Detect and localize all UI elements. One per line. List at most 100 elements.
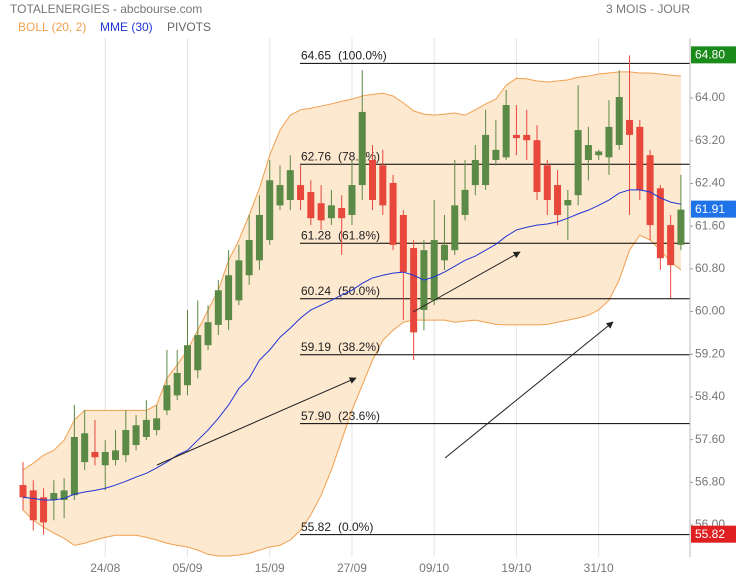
candle-body [29, 490, 37, 521]
candle-body [656, 188, 664, 259]
candle-body [440, 244, 448, 261]
pivot-label: 59.19 [301, 340, 331, 354]
y-tick-label: 62.40 [695, 176, 725, 190]
annotations [156, 251, 614, 466]
candle-body [91, 451, 99, 458]
candle-body [225, 275, 233, 321]
bollinger-upper [22, 71, 681, 471]
price-tag-label: 61.91 [695, 202, 725, 216]
legend-entry: MME (30) [100, 20, 153, 34]
candle-body [163, 385, 171, 411]
price-tag [691, 46, 736, 64]
candle-body [646, 155, 654, 226]
candle-body [338, 208, 346, 219]
candle-body [595, 151, 603, 156]
candle-body [667, 225, 675, 266]
candle-body [122, 430, 130, 456]
legend-entry: BOLL (20, 2) [18, 20, 86, 34]
bollinger-band [23, 71, 681, 557]
candle-body [286, 170, 294, 201]
candle-body [153, 418, 161, 431]
candle-body [348, 185, 356, 215]
candle-body [358, 111, 366, 186]
pivot-label: 55.82 [301, 520, 331, 534]
price-tag [691, 525, 736, 543]
y-tick-label: 59.20 [695, 346, 725, 360]
pivot-ratio: (100.0%) [338, 49, 387, 63]
candle-body [173, 372, 181, 396]
pivot-label: 60.24 [301, 284, 331, 298]
pivot-label: 64.65 [301, 49, 331, 63]
y-tick-label: 61.60 [695, 218, 725, 232]
price-tag-label: 64.80 [695, 48, 725, 62]
y-tick-label: 57.60 [695, 432, 725, 446]
candle-body [533, 140, 541, 193]
candle-body [50, 493, 58, 500]
candle-body [60, 490, 68, 500]
candle-body [19, 485, 27, 498]
x-tick-label: 31/10 [584, 561, 614, 575]
candle-body [245, 240, 253, 276]
candle-body [502, 105, 510, 158]
candle-body [369, 159, 377, 201]
candle-body [471, 159, 479, 186]
y-tick-label: 60.80 [695, 261, 725, 275]
candle-body [626, 119, 634, 135]
candle-body [410, 248, 418, 333]
pivot-label: 61.28 [301, 228, 331, 242]
x-tick-label: 05/09 [172, 561, 202, 575]
mme-line [22, 189, 682, 501]
x-tick-label: 27/09 [337, 561, 367, 575]
candle-body [636, 126, 644, 190]
candle-body [255, 214, 263, 261]
candle-body [461, 189, 469, 215]
price-tag [691, 200, 736, 218]
candle-body [132, 425, 140, 446]
candle-body [81, 433, 89, 463]
chart-title: TOTALENERGIES - abcbourse.com [10, 2, 202, 16]
candle-body [214, 290, 222, 325]
y-tick-label: 60.00 [695, 304, 725, 318]
candle-body [70, 437, 78, 496]
candle-body [183, 345, 191, 386]
arrow [412, 251, 521, 313]
candle-body [543, 165, 551, 201]
x-tick-label: 19/10 [501, 561, 531, 575]
candle-body [327, 205, 335, 219]
candle-body [564, 200, 572, 206]
candle-body [512, 134, 520, 139]
candle-body [194, 335, 202, 371]
candle-body [142, 419, 150, 438]
y-tick-label: 56.80 [695, 475, 725, 489]
period: 3 MOIS - JOUR [606, 2, 690, 16]
candle-body [204, 322, 212, 346]
candle-body [266, 180, 274, 241]
legend-entry: PIVOTS [167, 20, 211, 34]
candle-body [101, 451, 109, 466]
candle-body [276, 185, 284, 206]
candle-body [389, 182, 397, 245]
pivot-ratio: (50.0%) [338, 284, 380, 298]
pivot-label: 62.76 [301, 149, 331, 163]
y-tick-label: 63.20 [695, 133, 725, 147]
x-tick-label: 24/08 [90, 561, 120, 575]
candle-body [307, 192, 315, 219]
candle-body [451, 205, 459, 251]
candle-body [492, 149, 500, 160]
pivot-ratio: (0.0%) [338, 520, 373, 534]
price-tag-label: 55.82 [695, 527, 725, 541]
candle-body [574, 130, 582, 196]
candle-body [677, 209, 685, 245]
arrow [156, 377, 357, 466]
candle-body [615, 96, 623, 146]
candle-body [605, 126, 613, 158]
pivot-label: 57.90 [301, 409, 331, 423]
y-tick-label: 64.00 [695, 90, 725, 104]
x-tick-label: 15/09 [255, 561, 285, 575]
legend: BOLL (20, 2) MME (30) PIVOTS [18, 20, 211, 34]
candle-body [235, 260, 243, 301]
candle-body [430, 240, 438, 301]
plot: 24/08 05/09 15/09 27/09 09/10 19/10 31/1056.00… [19, 38, 736, 575]
